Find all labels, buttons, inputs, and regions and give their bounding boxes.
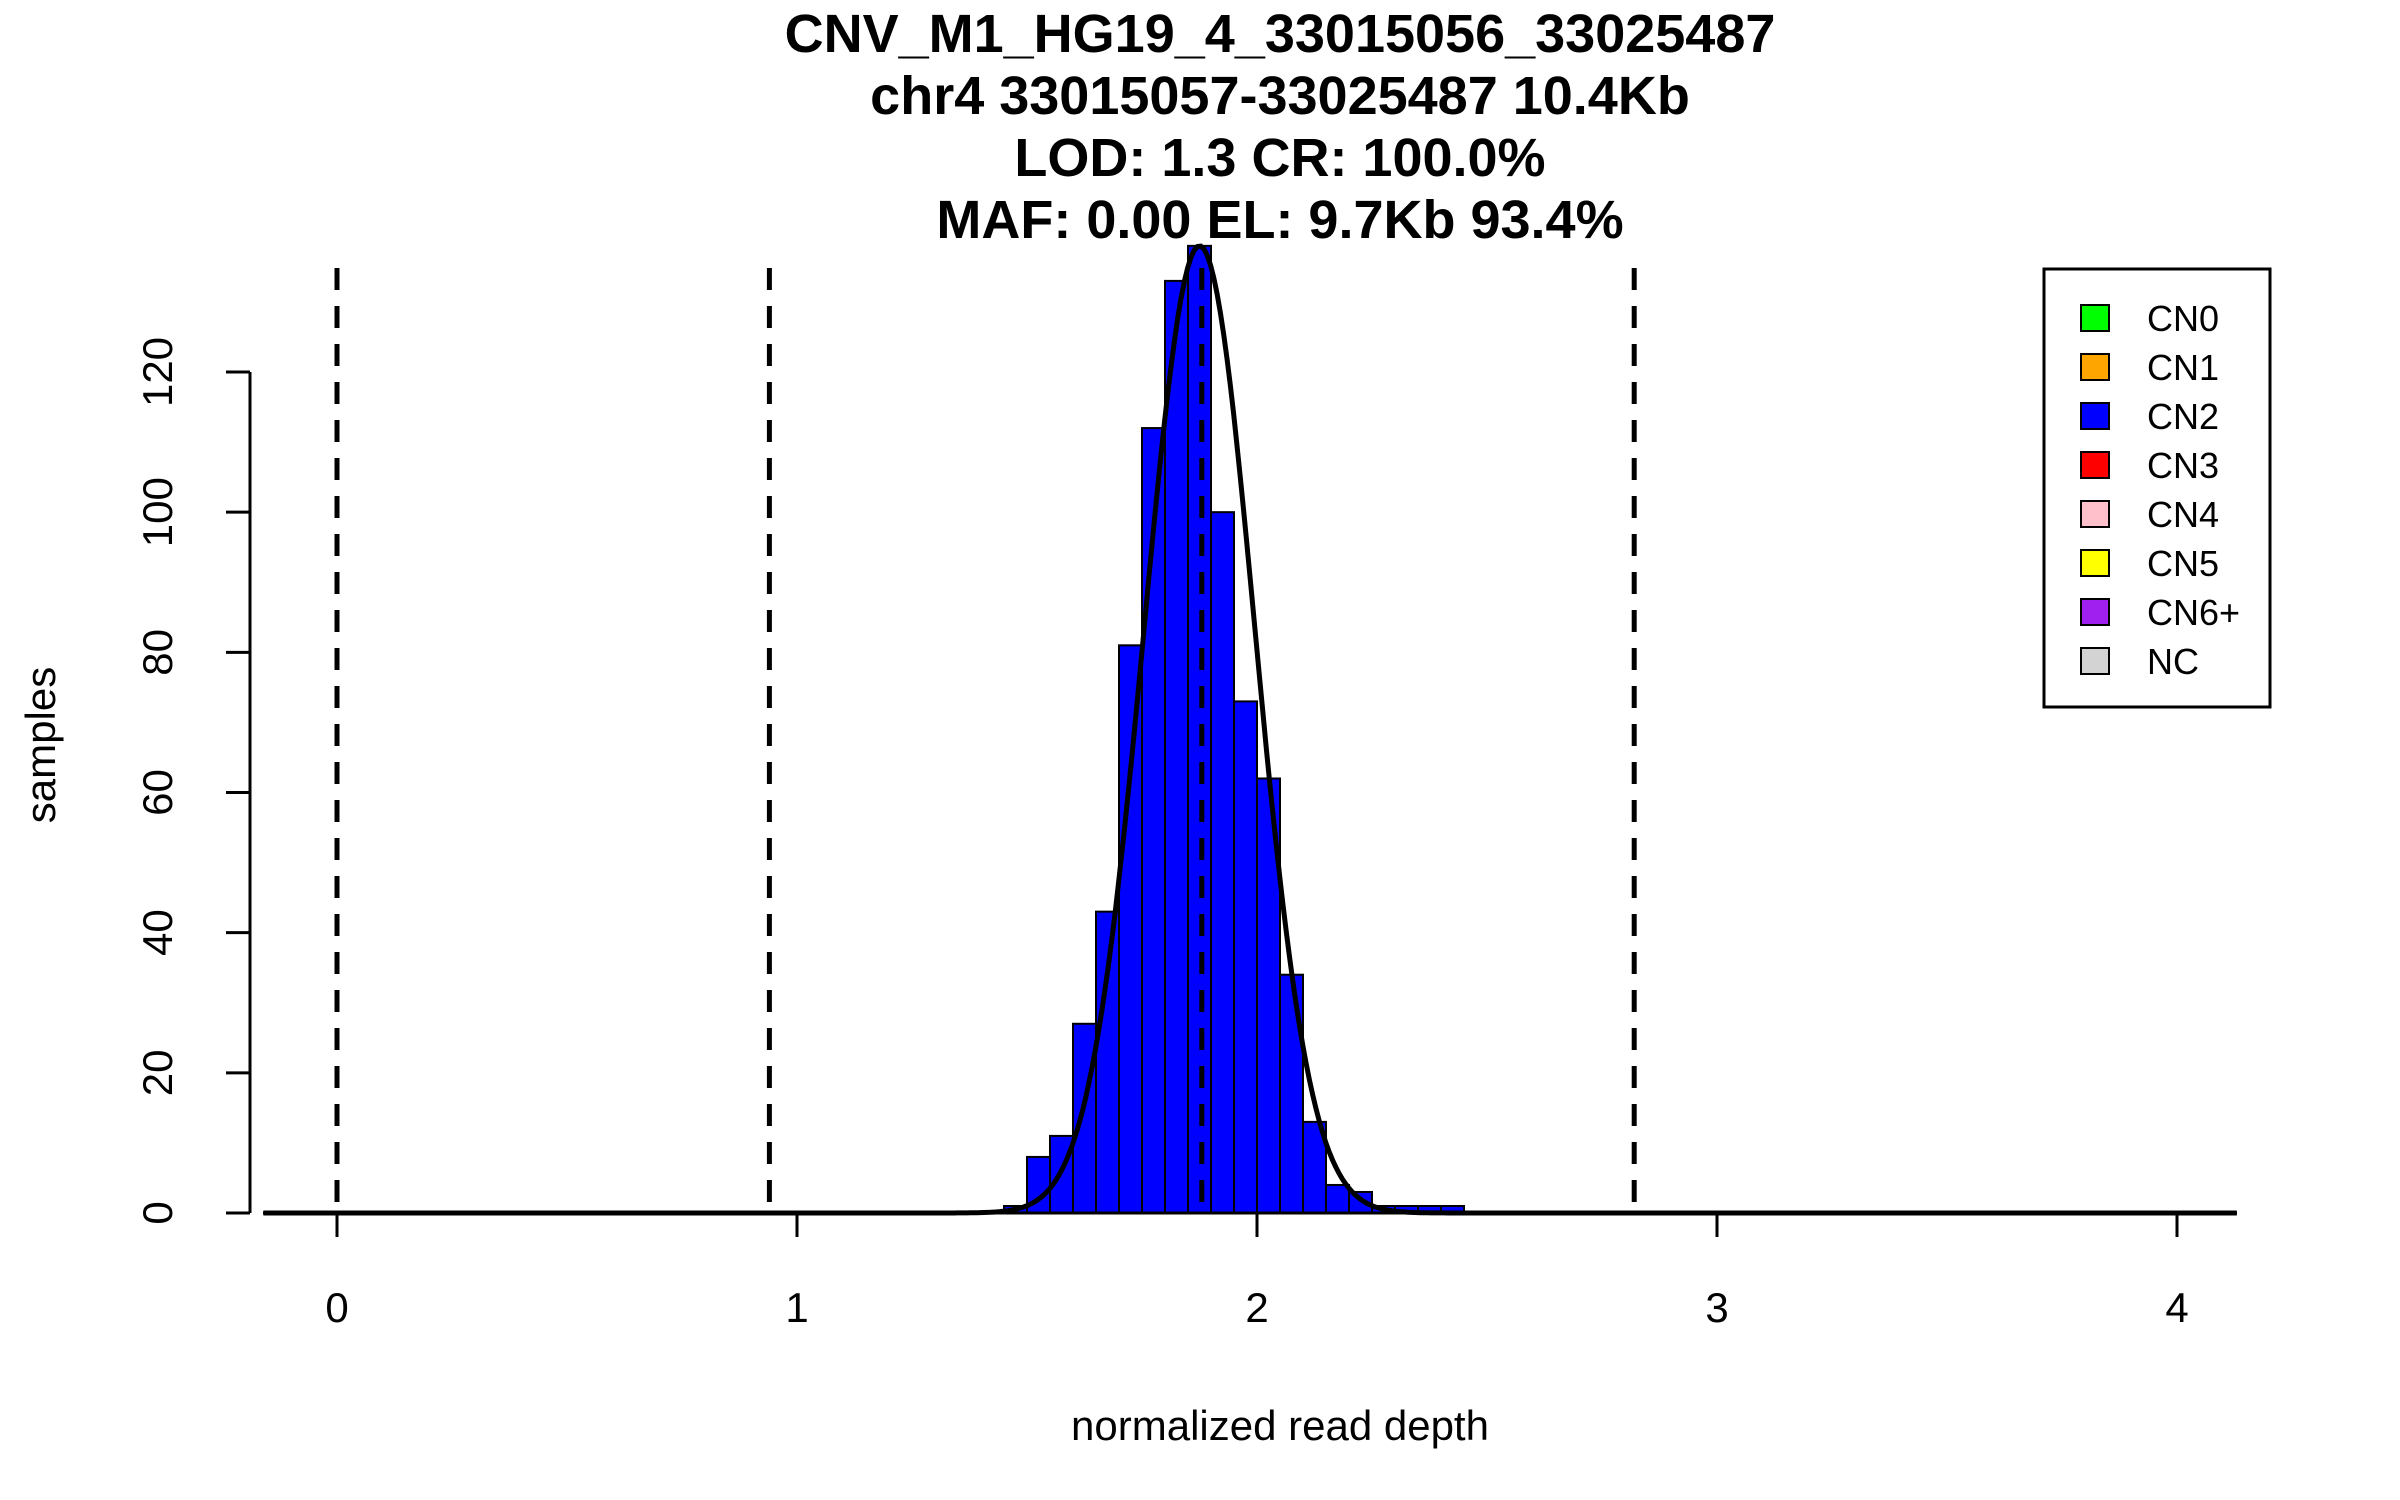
y-tick-label-0: 0	[134, 1201, 181, 1224]
title-line-4: MAF: 0.00 EL: 9.7Kb 93.4%	[936, 190, 1623, 250]
legend-label-4: CN4	[2147, 494, 2219, 535]
legend-label-5: CN5	[2147, 543, 2219, 584]
histogram-bar-5	[1118, 644, 1143, 1214]
legend-label-6: CN6+	[2147, 592, 2240, 633]
legend-swatch-7	[2080, 647, 2110, 675]
y-tick-label-4: 80	[134, 629, 181, 676]
x-tick-label-0: 0	[325, 1284, 348, 1331]
y-axis: 0 20 40 60 80 100 120	[134, 337, 252, 1225]
title-line-3: LOD: 1.3 CR: 100.0%	[1014, 128, 1545, 188]
legend-swatch-6	[2080, 598, 2110, 626]
legend-label-0: CN0	[2147, 298, 2219, 339]
legend-swatch-3	[2080, 451, 2110, 479]
chart-title: CNV_M1_HG19_4_33015056_33025487 chr4 330…	[785, 4, 1776, 250]
legend-swatch-5	[2080, 549, 2110, 577]
legend-box	[2042, 267, 2272, 709]
x-axis-label: normalized read depth	[1071, 1402, 1489, 1449]
x-tick-label-4: 4	[2165, 1284, 2188, 1331]
histogram-bar-7	[1164, 279, 1189, 1214]
x-tick-label-1: 1	[785, 1284, 808, 1331]
legend-label-7: NC	[2147, 641, 2199, 682]
title-line-1: CNV_M1_HG19_4_33015056_33025487	[785, 4, 1776, 64]
histogram-bar-14	[1325, 1183, 1350, 1215]
histogram-bar-10	[1233, 700, 1258, 1214]
legend-swatch-4	[2080, 500, 2110, 528]
y-axis-label: samples	[17, 667, 64, 823]
y-tick-label-6: 120	[134, 337, 181, 407]
legend-label-3: CN3	[2147, 445, 2219, 486]
threshold-lines	[334, 268, 1637, 1213]
x-tick-label-2: 2	[1245, 1284, 1268, 1331]
legend-label-1: CN1	[2147, 347, 2219, 388]
title-line-2: chr4 33015057-33025487 10.4Kb	[870, 66, 1690, 126]
x-tick-label-3: 3	[1705, 1284, 1728, 1331]
y-tick-label-2: 40	[134, 909, 181, 956]
legend: CN0 CN1 CN2 CN3 CN4 CN5 CN6+ NC	[2042, 267, 2272, 709]
y-tick-label-5: 100	[134, 477, 181, 547]
legend-swatch-2	[2080, 402, 2110, 430]
x-axis: 0 1 2 3 4	[325, 1211, 2189, 1331]
legend-swatch-0	[2080, 304, 2110, 332]
y-tick-label-3: 60	[134, 769, 181, 816]
histogram-bars	[1003, 244, 1465, 1215]
y-tick-label-1: 20	[134, 1049, 181, 1096]
legend-swatch-1	[2080, 353, 2110, 381]
histogram-bar-9	[1210, 511, 1235, 1214]
legend-label-2: CN2	[2147, 396, 2219, 437]
